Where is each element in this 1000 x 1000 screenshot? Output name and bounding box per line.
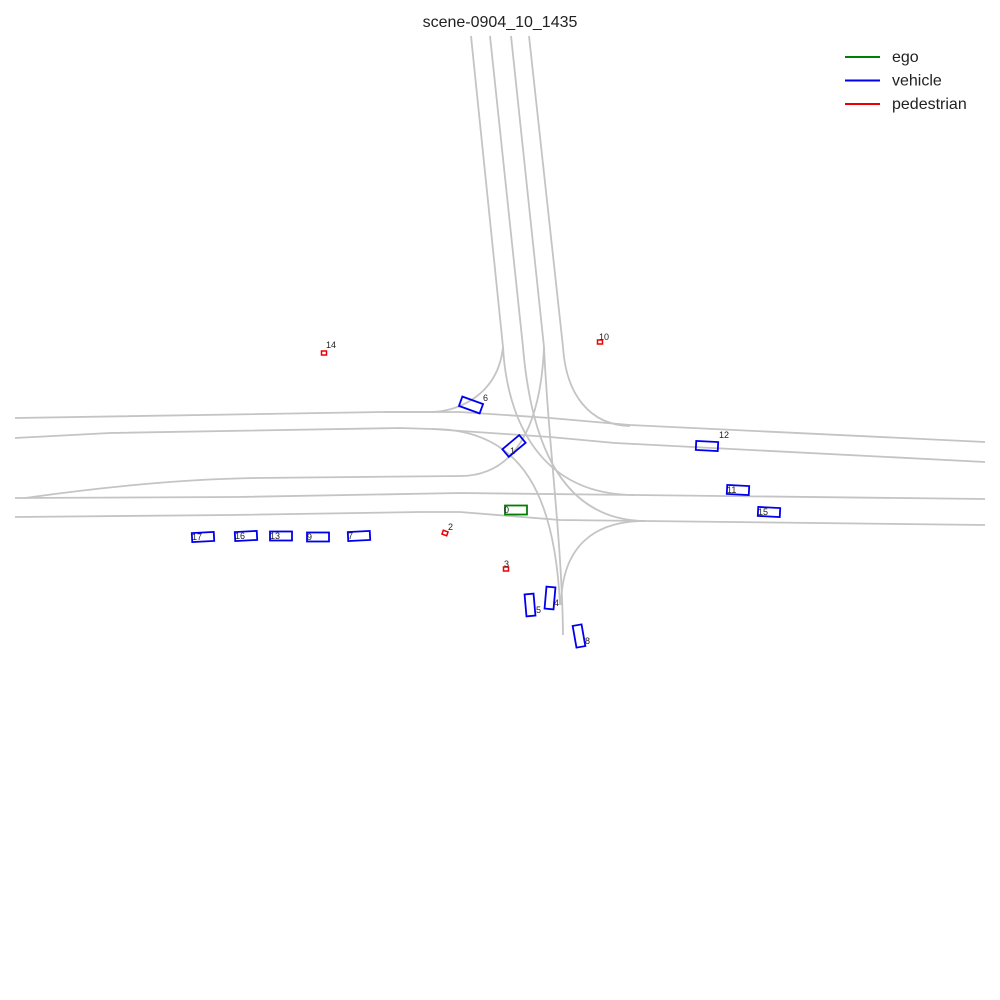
legend-label-ego: ego [892,49,919,66]
vehicle-box [523,592,537,618]
vehicle-box [457,395,485,415]
vehicle-box [346,529,372,543]
legend: ego vehicle pedestrian [845,49,967,113]
agent-id-label: 9 [307,532,312,542]
agent-id-label: 0 [504,505,509,515]
lane-network [14,35,986,636]
lane-line [562,346,631,427]
agent-vehicle-1: 1 [501,433,527,459]
agent-id-label: 12 [719,430,729,440]
lane-line [14,492,636,499]
agent-vehicle-6: 6 [457,393,488,415]
vehicle-box [233,529,259,543]
lane-line [489,35,524,348]
agent-id-label: 13 [270,531,280,541]
agent-vehicle-15: 15 [756,505,782,519]
lane-line [384,411,986,443]
lane-line [14,346,504,419]
agent-vehicle-5: 5 [523,592,541,618]
pedestrian-box [320,350,328,356]
agent-pedestrian-2: 2 [441,522,453,537]
lane-line [24,346,545,499]
lane-line [470,35,504,348]
vehicle-box [694,439,720,453]
agent-id-label: 1 [510,446,515,456]
agent-pedestrian-3: 3 [502,559,510,572]
agent-id-label: 14 [326,340,336,350]
agent-id-label: 6 [483,393,488,403]
agent-vehicle-4: 4 [543,585,559,611]
agent-id-label: 5 [536,605,541,615]
lane-line [543,346,564,636]
agent-id-label: 2 [448,522,453,532]
agent-id-label: 3 [504,559,509,569]
lane-line [431,428,561,606]
vehicle-box [725,483,751,497]
agent-vehicle-12: 12 [694,430,729,453]
ego-box [504,504,528,516]
agent-vehicle-9: 9 [306,531,330,543]
agent-ego-0: 0 [504,504,528,516]
agent-pedestrian-10: 10 [596,332,609,345]
lane-line [431,428,986,463]
agent-id-label: 11 [727,485,736,495]
legend-label-vehicle: vehicle [892,73,942,90]
agent-id-label: 4 [554,598,559,608]
pedestrian-box [596,339,604,345]
agent-vehicle-8: 8 [571,623,590,649]
vehicle-box [571,623,587,649]
agent-id-label: 10 [599,332,609,342]
pedestrian-box [441,529,449,537]
agent-vehicle-16: 16 [233,529,259,543]
pedestrian-box [502,566,510,572]
vehicle-box [190,530,216,544]
agent-id-label: 16 [235,531,245,541]
lane-line [14,511,646,522]
lane-line [634,494,986,500]
lane-line [528,35,564,348]
vehicle-box [756,505,782,519]
legend-label-pedestrian: pedestrian [892,96,967,113]
agent-vehicle-17: 17 [190,530,216,544]
agent-pedestrian-14: 14 [320,340,336,356]
agent-vehicle-11: 11 [725,483,751,497]
vehicle-box [269,530,293,542]
vehicle-box [543,585,557,611]
lane-line [510,35,545,348]
vehicle-box [306,531,330,543]
scene-title: scene-0904_10_1435 [423,14,578,31]
agent-id-label: 7 [348,531,353,541]
agent-id-label: 17 [192,532,202,542]
vehicle-box [501,433,527,459]
lane-line [14,427,433,439]
lane-line [644,520,986,526]
lane-line [502,346,636,496]
agent-vehicle-13: 13 [269,530,293,542]
agent-id-label: 8 [585,636,590,646]
agent-vehicle-7: 7 [346,529,372,543]
agent-id-label: 15 [758,507,768,517]
lane-line [560,520,646,606]
